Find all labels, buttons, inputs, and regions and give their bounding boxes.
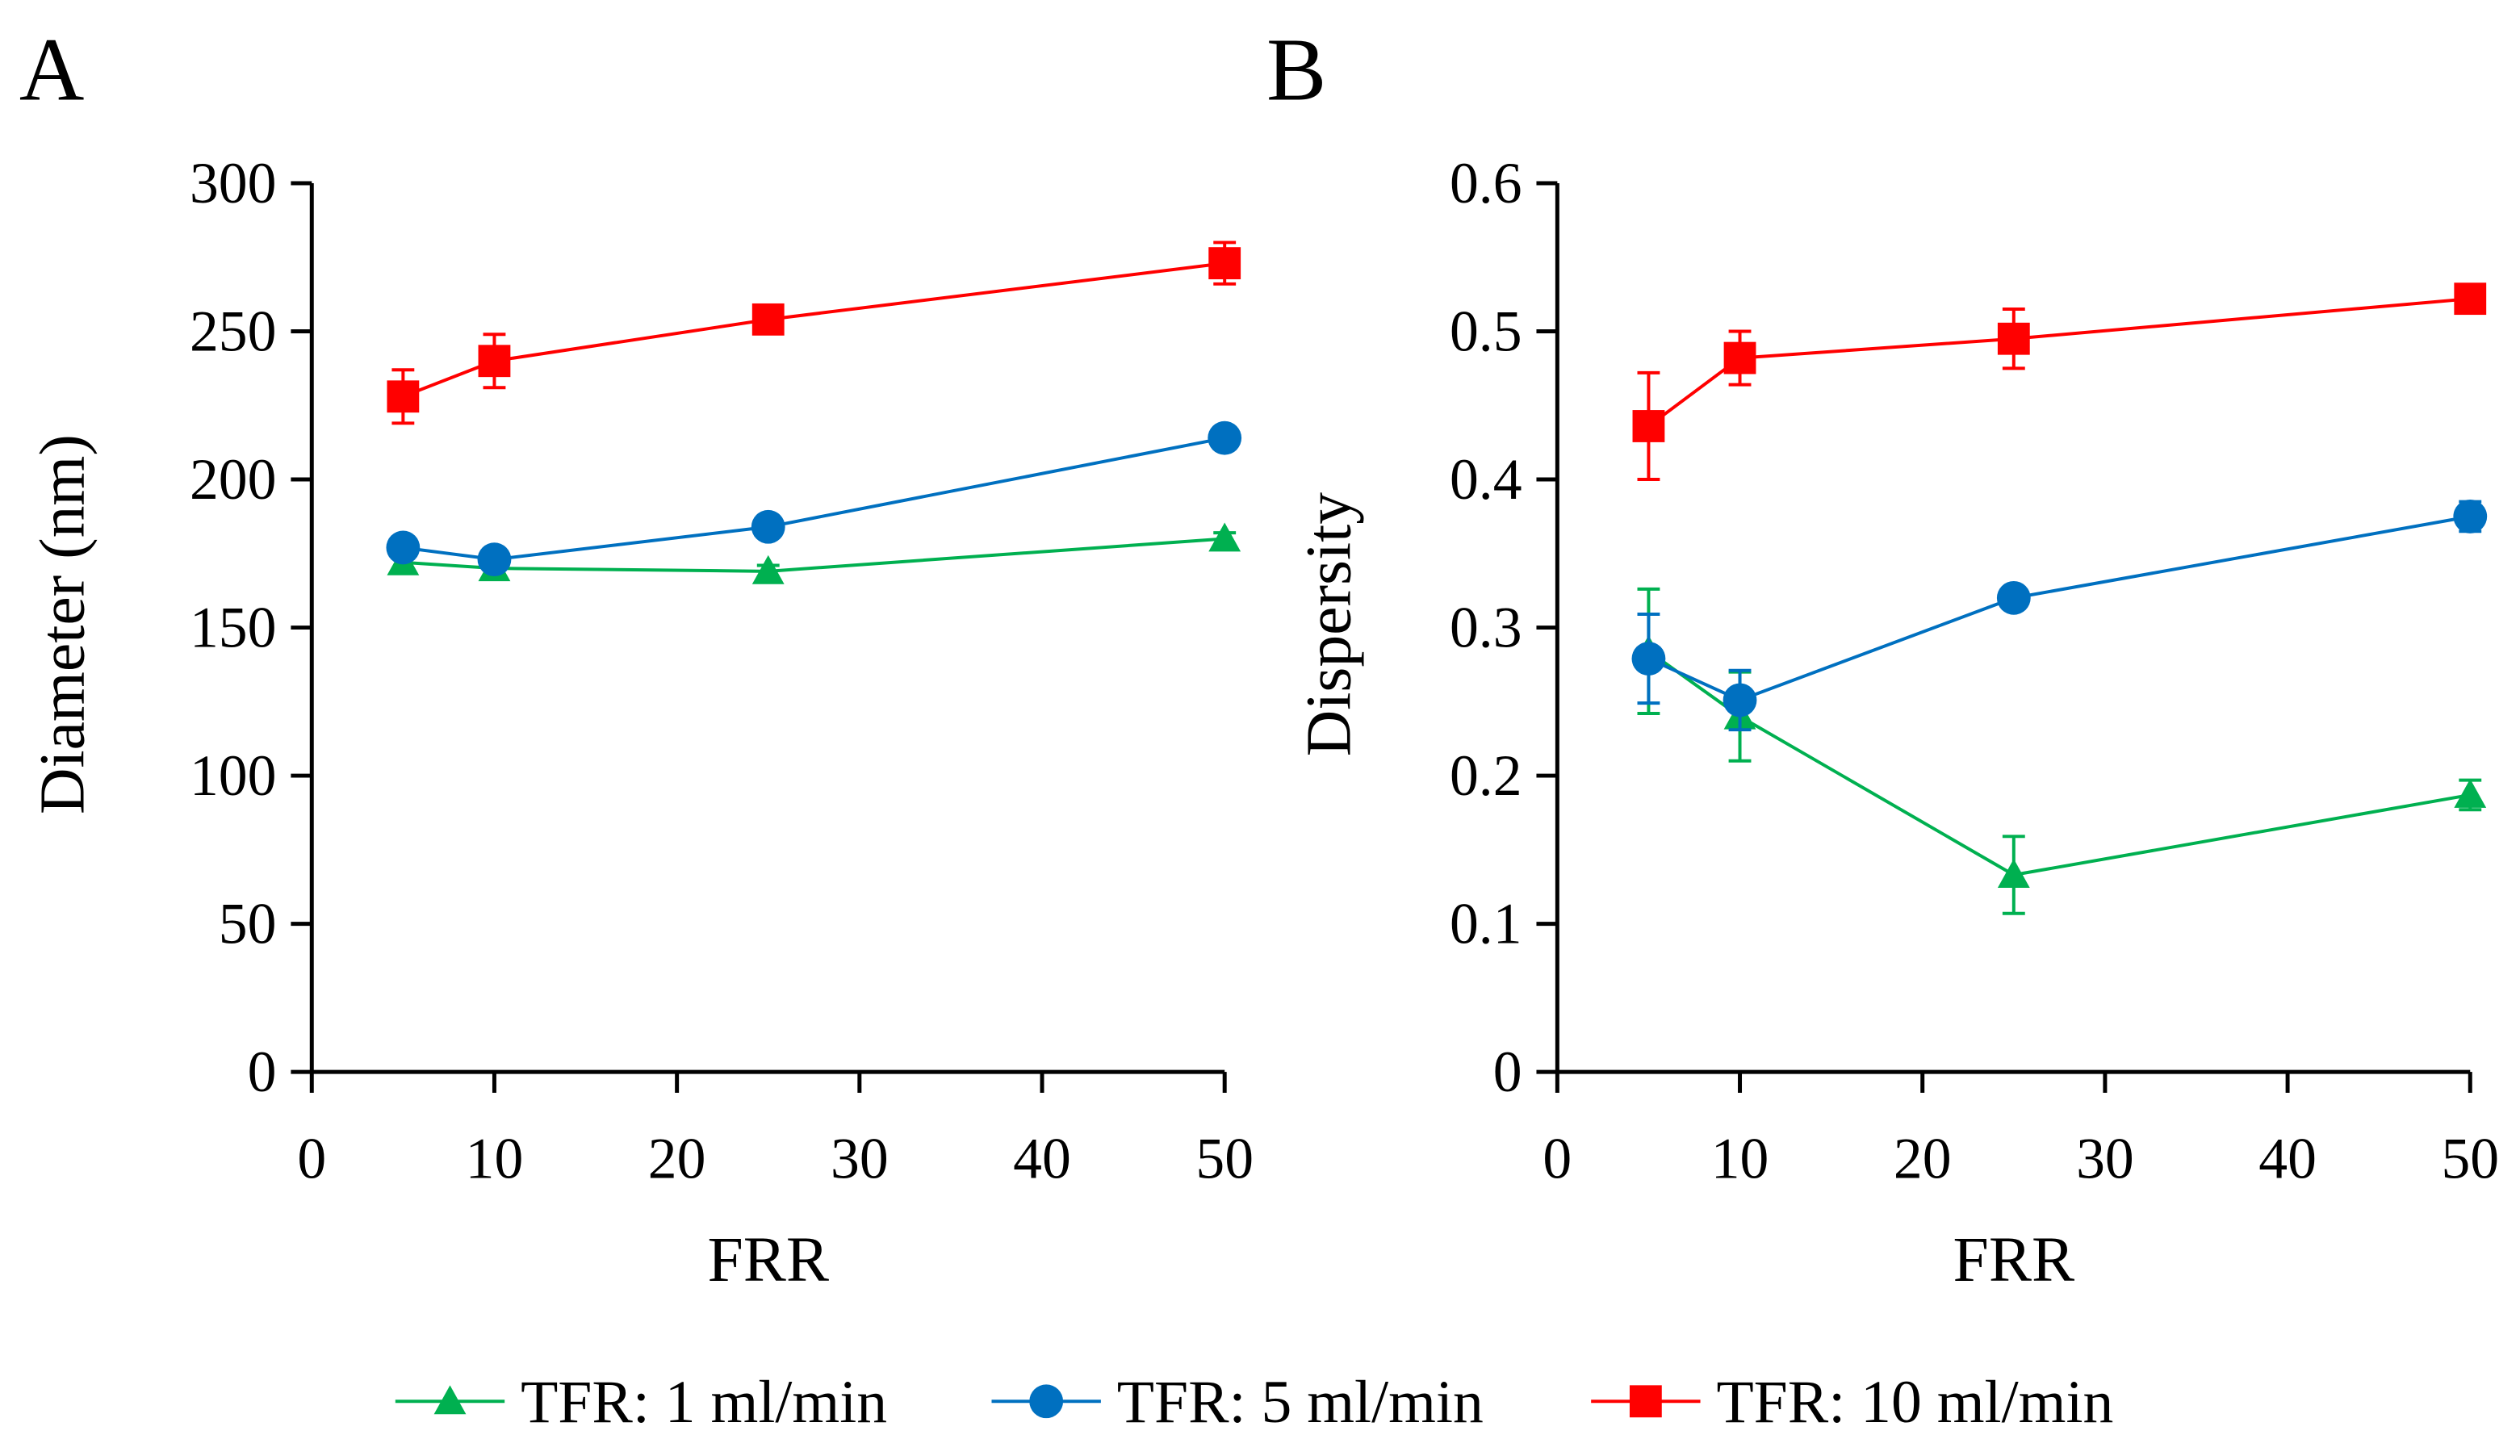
y-tick-label: 0.5 xyxy=(1450,299,1522,363)
y-tick-label: 150 xyxy=(190,595,276,659)
x-axis-title: FRR xyxy=(1953,1224,2075,1295)
data-point xyxy=(2454,779,2487,808)
legend-marker xyxy=(433,1385,467,1415)
data-point xyxy=(1208,420,1242,455)
series-0 xyxy=(387,522,1241,584)
data-point xyxy=(751,303,785,336)
legend-marker xyxy=(1029,1384,1064,1419)
legend-item: TFR: 5 ml/min xyxy=(991,1369,1484,1436)
data-point xyxy=(1632,410,1665,442)
x-axis-title: FRR xyxy=(707,1224,829,1295)
legend-item: TFR: 1 ml/min xyxy=(395,1369,887,1436)
data-point xyxy=(1996,580,2031,615)
y-axis-title: Dispersity xyxy=(1293,492,1364,757)
data-point xyxy=(751,554,785,584)
data-point xyxy=(386,530,421,565)
x-tick-label: 40 xyxy=(1013,1127,1071,1191)
y-axis-title: Diameter (nm) xyxy=(27,434,98,814)
data-point xyxy=(1208,247,1241,280)
data-point xyxy=(1631,642,1666,676)
y-tick-label: 0 xyxy=(248,1040,277,1104)
legend: TFR: 1 ml/min TFR: 5 ml/min TFR: 10 ml/min xyxy=(395,1369,2113,1436)
x-tick-label: 40 xyxy=(2258,1127,2317,1191)
x-tick-label: 20 xyxy=(648,1127,706,1191)
x-tick-label: 10 xyxy=(1711,1127,1769,1191)
x-tick-label: 50 xyxy=(2441,1127,2499,1191)
data-point xyxy=(477,542,512,577)
legend-item: TFR: 10 ml/min xyxy=(1591,1369,2113,1436)
series-line xyxy=(1647,650,2471,877)
x-tick-label: 0 xyxy=(297,1127,326,1191)
data-point xyxy=(2454,282,2487,316)
y-tick-label: 0.4 xyxy=(1450,447,1522,512)
data-point xyxy=(1723,683,1757,718)
y-tick-label: 300 xyxy=(190,151,276,215)
data-point xyxy=(2453,500,2488,533)
data-point xyxy=(1723,341,1756,374)
legend-label: TFR: 1 ml/min xyxy=(521,1369,887,1436)
series-1 xyxy=(1631,500,2488,732)
data-point xyxy=(1997,859,2030,888)
y-tick-label: 200 xyxy=(190,447,276,512)
x-tick-label: 0 xyxy=(1543,1127,1572,1191)
y-tick-label: 0.6 xyxy=(1450,151,1522,215)
y-tick-label: 100 xyxy=(190,743,276,808)
x-tick-label: 10 xyxy=(466,1127,524,1191)
x-tick-label: 30 xyxy=(831,1127,889,1191)
legend-marker xyxy=(1629,1385,1662,1418)
series-line xyxy=(403,436,1225,562)
series-1 xyxy=(386,420,1242,577)
legend-label: TFR: 10 ml/min xyxy=(1716,1369,2113,1436)
chart-panel-B: B 0 0.1 0.2 0.3 0.4 0.5 0.6 0 10 20 30 40 50 FRR Disper… xyxy=(1266,20,2499,1295)
y-tick-label: 50 xyxy=(219,891,277,956)
series-line xyxy=(1647,297,2471,428)
panel-label: A xyxy=(19,20,85,119)
series-line xyxy=(403,537,1225,573)
series-2 xyxy=(1632,282,2487,482)
data-point xyxy=(751,509,785,544)
y-tick-label: 0.3 xyxy=(1450,595,1522,659)
legend-label: TFR: 5 ml/min xyxy=(1117,1369,1484,1436)
series-2 xyxy=(387,241,1241,425)
y-tick-label: 0 xyxy=(1493,1040,1522,1104)
y-tick-label: 0.2 xyxy=(1450,743,1522,808)
data-point xyxy=(1997,322,2030,355)
data-point xyxy=(1208,522,1241,552)
y-tick-label: 250 xyxy=(190,299,276,363)
x-tick-label: 50 xyxy=(1195,1127,1254,1191)
chart-panel-A: A 0 50 100 150 200 250 300 0 10 20 30 40 50 FRR Diamete… xyxy=(19,20,1254,1295)
x-tick-label: 30 xyxy=(2076,1127,2134,1191)
x-tick-label: 20 xyxy=(1894,1127,1952,1191)
y-tick-label: 0.1 xyxy=(1450,891,1522,956)
series-line xyxy=(402,261,1225,399)
series-line xyxy=(1647,514,2471,702)
data-point xyxy=(387,380,420,413)
series-0 xyxy=(1632,587,2487,915)
data-point xyxy=(478,345,511,378)
panel-label: B xyxy=(1266,20,1326,119)
